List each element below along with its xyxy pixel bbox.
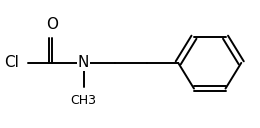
Text: O: O [46,17,58,32]
Text: Cl: Cl [4,55,19,70]
Text: CH3: CH3 [70,94,96,107]
Text: N: N [78,55,89,70]
